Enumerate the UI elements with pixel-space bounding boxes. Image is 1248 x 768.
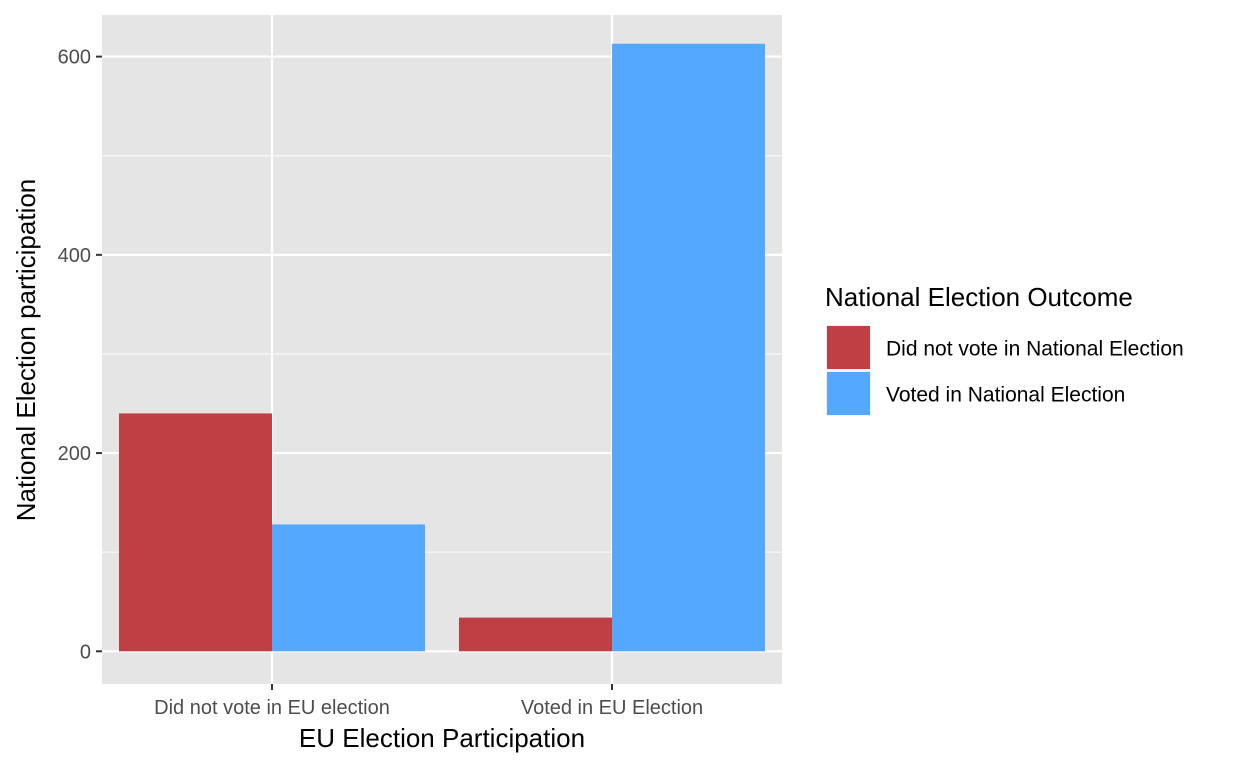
legend: National Election Outcome Did not vote i… [825,282,1184,416]
x-tick-label: Did not vote in EU election [154,697,390,719]
y-tick-label: 0 [80,641,91,663]
y-tick-label: 200 [58,443,91,465]
legend-key [827,372,870,415]
legend-key [827,326,870,369]
bar [612,43,765,652]
x-tick-label: Voted in EU Election [521,697,703,719]
y-tick-label: 600 [58,47,91,69]
legend-label: Did not vote in National Election [886,338,1184,361]
x-axis-title: EU Election Participation [299,723,585,753]
y-axis-title: National Election participation [11,179,41,522]
bar [459,617,612,652]
y-tick-label: 400 [58,245,91,267]
bar [272,524,425,652]
y-axis: 0 200 400 600 [58,47,102,663]
bar [119,413,272,652]
legend-label: Voted in National Election [886,384,1125,407]
x-axis: Did not vote in EU election Voted in EU E… [154,684,703,719]
legend-title: National Election Outcome [825,282,1133,312]
bars [119,43,765,652]
